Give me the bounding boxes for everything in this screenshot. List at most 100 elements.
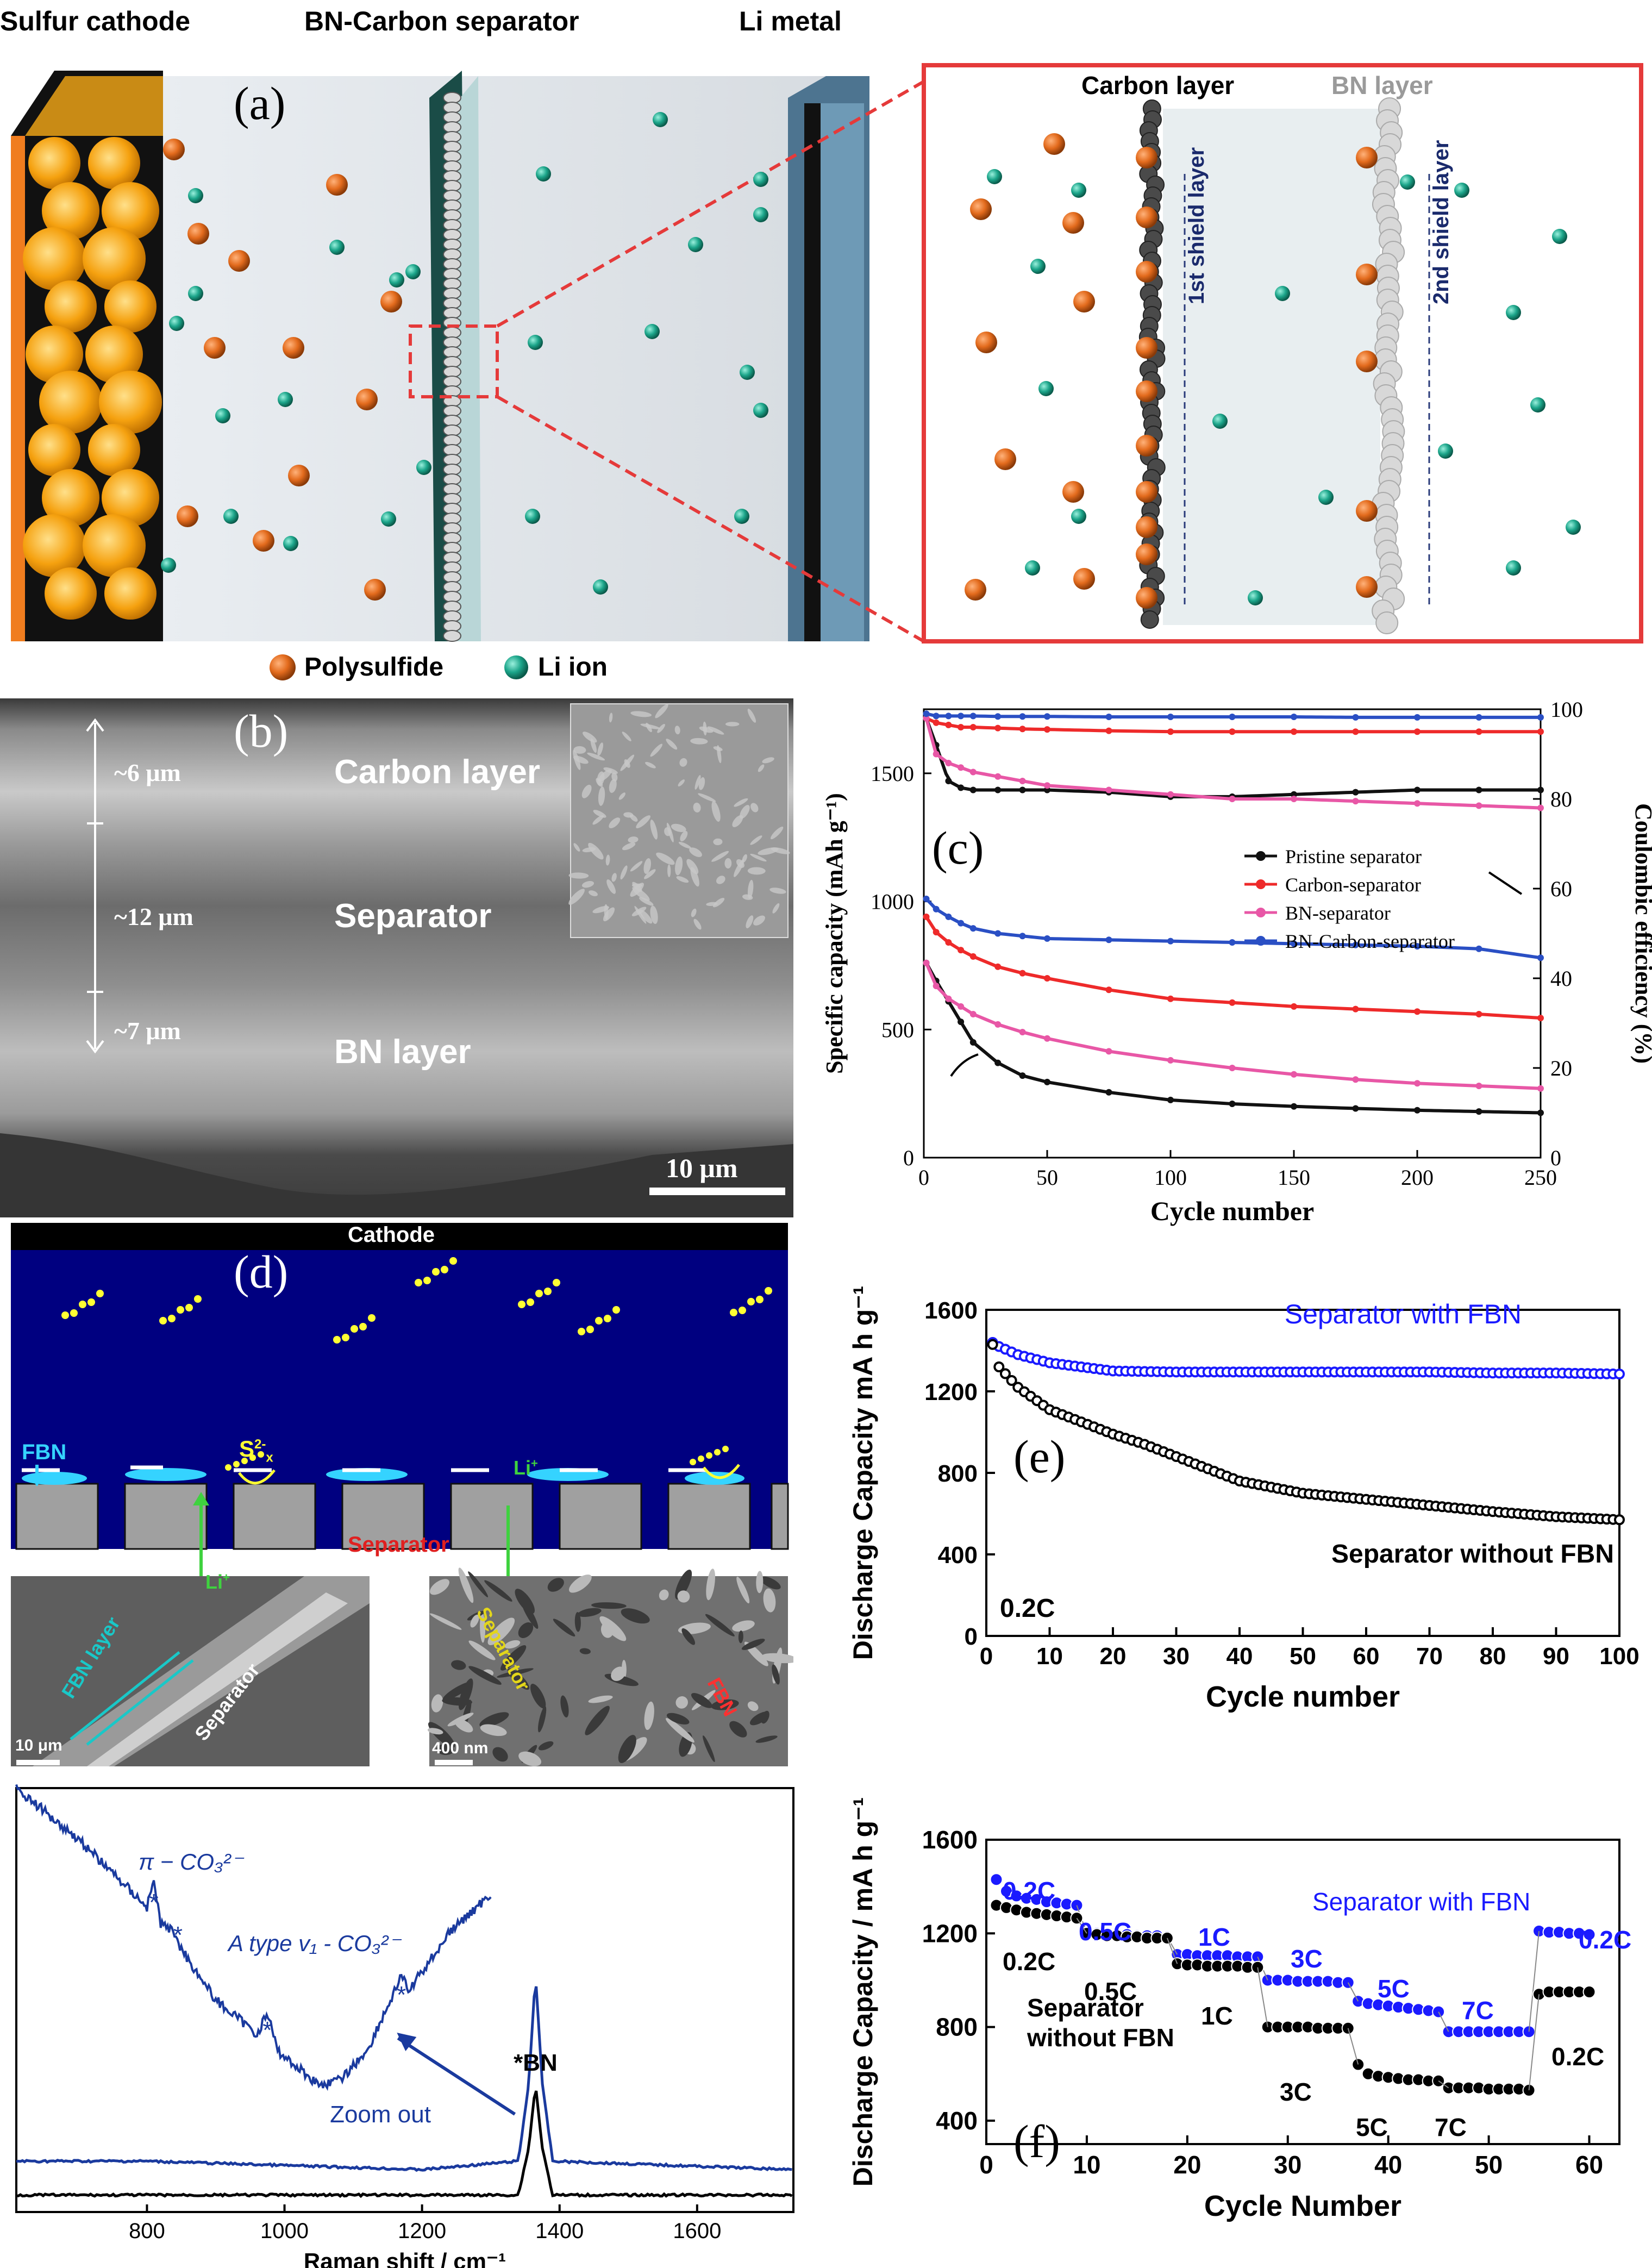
data-point	[990, 1873, 1003, 1886]
data-point	[1351, 2058, 1365, 2071]
efficiency-point	[1229, 728, 1236, 735]
legend-marker	[1256, 936, 1266, 946]
y-tick-label: 1500	[871, 761, 914, 786]
cathode-label: Cathode	[348, 1223, 435, 1247]
x-tick-label: 0	[980, 1643, 993, 1670]
efficiency-point	[1044, 713, 1050, 720]
rate-label-blue: 1C	[1198, 1923, 1230, 1951]
panel-a-label: (a)	[234, 77, 286, 129]
panel-c: 0 50 100 150 200 250 0 500 1000 1500 0 20 40 60 80 100 C…	[799, 685, 1652, 1261]
capacity-point	[1291, 1103, 1297, 1110]
arrow-right	[1488, 871, 1523, 895]
li-metal-title: Li metal	[739, 6, 842, 36]
y2-tick-label: 80	[1550, 787, 1572, 811]
x-tick-label: 90	[1543, 1643, 1569, 1670]
rate-label-blue: 0.2C	[1003, 1877, 1055, 1905]
efficiency-point	[1537, 728, 1544, 735]
efficiency-point	[1044, 786, 1050, 794]
x-tick-label: 30	[1163, 1643, 1190, 1670]
capacity-point	[969, 925, 977, 932]
rate-label-black: 0.5C	[1084, 1977, 1137, 2005]
efficiency-point	[1475, 714, 1482, 721]
x-tick-label: 20	[1100, 1643, 1127, 1670]
peak-star: *	[262, 2017, 272, 2044]
chart-f: 0 10 20 30 40 50 60 400 800 1200 1600 Cycle Number D…	[848, 1797, 1631, 2222]
panel-e-label: (e)	[1013, 1430, 1066, 1483]
efficiency-point	[1414, 800, 1421, 807]
chart-f-frame	[985, 1839, 1620, 2145]
efficiency-point	[945, 721, 952, 728]
sem-left-scale-label: 10 μm	[15, 1736, 62, 1754]
efficiency-point	[1414, 714, 1421, 721]
capacity-point	[1352, 1005, 1359, 1013]
rate-label-black: 1C	[1201, 2002, 1233, 2030]
capacity-point	[1044, 1035, 1050, 1042]
y2-tick-label: 100	[1550, 697, 1583, 722]
panel-d-label: (d)	[234, 1246, 289, 1298]
scalebar-b	[649, 1188, 785, 1195]
legend-label: Pristine separator	[1285, 846, 1422, 867]
efficiency-point	[1291, 728, 1297, 735]
y2-tick-label: 60	[1550, 877, 1572, 901]
s2-sup: 2-	[254, 1437, 266, 1452]
y-tick-label: 0	[965, 1623, 978, 1650]
capacity-point	[1475, 1011, 1482, 1017]
y-tick-label: 800	[938, 1460, 978, 1487]
capacity-point	[1414, 943, 1421, 950]
li-plus-left: Li+	[205, 1571, 230, 1594]
zoom-arrow	[397, 2036, 516, 2116]
zoom-arrow-head	[397, 2033, 417, 2051]
x-tick-label: 60	[1353, 1643, 1380, 1670]
scalebar-b-label: 10 μm	[666, 1153, 738, 1183]
panel-raman: 800 1000 1200 1400 1600 Raman shift / cm⁻¹ * * *…	[0, 1777, 804, 2268]
capacity-point	[1167, 1096, 1174, 1103]
efficiency-point	[1414, 786, 1421, 794]
capacity-point	[1291, 1071, 1297, 1078]
capacity-point	[933, 929, 940, 936]
y-tick-label: 400	[936, 2107, 978, 2135]
capacity-point	[1229, 1065, 1236, 1071]
capacity-point	[1044, 975, 1050, 982]
legend-label: BN-separator	[1285, 902, 1391, 924]
efficiency-point	[1019, 726, 1026, 733]
bn-layer-title: BN layer	[1331, 71, 1433, 99]
zoom-box	[409, 324, 499, 398]
capacity-point	[1167, 1057, 1174, 1064]
capacity-point	[1475, 1108, 1482, 1115]
pi-co3-label: π − CO₃²⁻	[139, 1849, 245, 1875]
rate-label-black: 7C	[1435, 2113, 1467, 2141]
inset-image	[570, 703, 789, 938]
y-tick-label: 1200	[922, 1919, 978, 1947]
capacity-point	[969, 1011, 977, 1017]
efficiency-point	[1019, 713, 1026, 720]
x-tick-label: 1600	[673, 2219, 721, 2243]
y-axis-title: Discharge Capacity mA h g⁻¹	[848, 1286, 878, 1660]
capacity-point	[1044, 935, 1050, 942]
group-connector	[1257, 1967, 1268, 2027]
capacity-point	[1352, 1105, 1359, 1112]
x-tick-label: 40	[1374, 2151, 1402, 2179]
y-tick-label: 400	[938, 1542, 978, 1569]
y-axis-title: Discharge Capacity / mA h g⁻¹	[848, 1797, 878, 2186]
efficiency-point	[1537, 786, 1544, 794]
separator-label: Separator	[334, 897, 492, 935]
y2-tick-label: 40	[1550, 966, 1572, 991]
capacity-point	[1229, 1101, 1236, 1107]
capacity-point	[1105, 986, 1112, 994]
group-connector	[1528, 1930, 1540, 2032]
efficiency-point	[958, 784, 965, 791]
efficiency-point	[933, 713, 940, 720]
x-tick-label: 0	[918, 1165, 929, 1190]
legend-marker	[1256, 908, 1266, 917]
efficiency-point	[1229, 796, 1236, 802]
raman-series-line	[16, 1986, 792, 2172]
data-point	[1614, 1369, 1625, 1380]
x-tick-label: 30	[1274, 2151, 1301, 2179]
chart-c: 0 50 100 150 200 250050010001500020406080100C…	[821, 697, 1652, 1226]
series-label-without-fbn: Separator without FBN	[1331, 1540, 1614, 1569]
rate-label-blue: 3C	[1291, 1945, 1323, 1973]
efficiency-point	[1105, 727, 1112, 734]
s2-label: S2-x	[239, 1436, 273, 1465]
chart-e-frame	[985, 1309, 1620, 1637]
rate-label-black: 0.2C	[1551, 2042, 1604, 2071]
